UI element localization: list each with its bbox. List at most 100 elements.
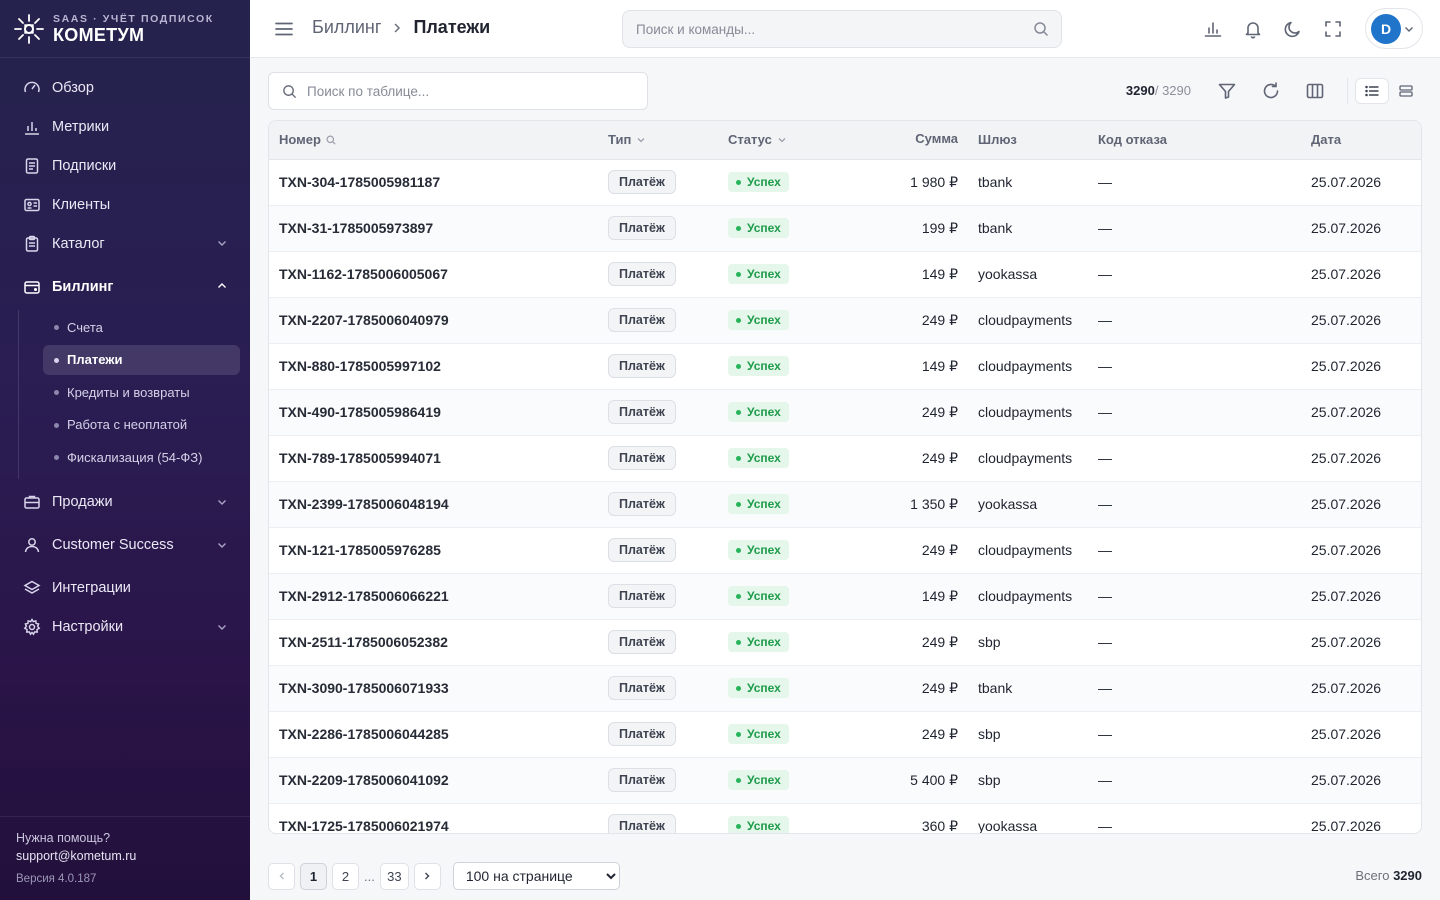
page-button-last[interactable]: 33	[379, 862, 409, 890]
cell-number[interactable]: TXN-2286-1785006044285	[279, 726, 449, 742]
sidebar-item-metrics[interactable]: Метрики	[0, 107, 250, 146]
sidebar-item-label: Метрики	[52, 118, 110, 135]
column-header-gateway[interactable]: Шлюз	[978, 132, 1017, 147]
support-email-link[interactable]: support@kometum.ru	[16, 849, 137, 863]
cell-sum: 1 980 ₽	[910, 174, 958, 190]
sidebar-item-billing[interactable]: Биллинг	[0, 263, 250, 310]
search-icon[interactable]	[1033, 21, 1049, 37]
cell-number[interactable]: TXN-2209-1785006041092	[279, 772, 449, 788]
column-header-status[interactable]: Статус	[728, 132, 787, 147]
status-badge: Успех	[728, 540, 789, 560]
cell-decline-code: —	[1098, 404, 1112, 420]
analytics-icon[interactable]	[1203, 19, 1223, 39]
cell-sum: 149 ₽	[921, 588, 958, 604]
status-badge: Успех	[728, 448, 789, 468]
table-row[interactable]: TXN-2286-1785006044285 Платёж Успех 249 ₽ sb…	[269, 712, 1421, 758]
cell-decline-code: —	[1098, 174, 1112, 190]
sidebar-item-clients[interactable]: Клиенты	[0, 185, 250, 224]
table-row[interactable]: TXN-304-1785005981187 Платёж Успех 1 980 ₽ t…	[269, 160, 1421, 206]
column-header-decline-code[interactable]: Код отказа	[1098, 132, 1167, 147]
sidebar-subitem-payments[interactable]: Платежи	[43, 344, 240, 375]
table-row[interactable]: TXN-2399-1785006048194 Платёж Успех 1 350 ₽…	[269, 482, 1421, 528]
cell-number[interactable]: TXN-121-1785005976285	[279, 542, 441, 558]
gear-icon	[23, 618, 41, 636]
table-row[interactable]: TXN-490-1785005986419 Платёж Успех 249 ₽ clo…	[269, 390, 1421, 436]
table-row[interactable]: TXN-31-1785005973897 Платёж Успех 199 ₽ tban…	[269, 206, 1421, 252]
cell-number[interactable]: TXN-2912-1785006066221	[279, 588, 449, 604]
table-row[interactable]: TXN-2912-1785006066221 Платёж Успех 149 ₽ cl…	[269, 574, 1421, 620]
brand[interactable]: SAAS · УЧЁТ ПОДПИСОК КОМЕТУМ	[0, 0, 250, 58]
cell-number[interactable]: TXN-1162-1785006005067	[279, 266, 448, 282]
table-row[interactable]: TXN-880-1785005997102 Платёж Успех 149 ₽ clo…	[269, 344, 1421, 390]
sidebar-subitem-dunning[interactable]: Работа с неоплатой	[43, 410, 240, 440]
type-badge: Платёж	[608, 400, 676, 424]
type-badge: Платёж	[608, 722, 676, 746]
cell-decline-code: —	[1098, 542, 1112, 558]
row-count-total: / 3290	[1154, 83, 1191, 98]
avatar: D	[1371, 14, 1401, 44]
cell-number[interactable]: TXN-490-1785005986419	[279, 404, 441, 420]
table-row[interactable]: TXN-3090-1785006071933 Платёж Успех 249 ₽ tb…	[269, 666, 1421, 712]
cell-number[interactable]: TXN-304-1785005981187	[279, 174, 441, 190]
table-search-input[interactable]	[307, 73, 647, 109]
user-menu[interactable]: D	[1365, 8, 1423, 49]
status-badge: Успех	[728, 770, 789, 790]
column-header-date[interactable]: Дата	[1311, 132, 1341, 147]
next-page-button[interactable]	[413, 862, 441, 890]
sidebar-item-catalog[interactable]: Каталог	[0, 224, 250, 263]
sidebar-item-subscriptions[interactable]: Подписки	[0, 146, 250, 185]
payments-table: Номер Тип Статус Сумма Шлюз Код отказа Д…	[268, 120, 1422, 834]
cell-number[interactable]: TXN-2207-1785006040979	[279, 312, 449, 328]
bell-icon[interactable]	[1243, 19, 1263, 39]
table-row[interactable]: TXN-2207-1785006040979 Платёж Успех 249 ₽ cl…	[269, 298, 1421, 344]
table-row[interactable]: TXN-1725-1785006021974 Платёж Успех 360 ₽ yo…	[269, 804, 1421, 834]
page-button-2[interactable]: 2	[332, 862, 359, 890]
sidebar-item-settings[interactable]: Настройки	[0, 608, 250, 647]
cell-decline-code: —	[1098, 634, 1112, 650]
column-header-label: Дата	[1311, 132, 1342, 147]
fullscreen-icon[interactable]	[1323, 19, 1343, 39]
table-row[interactable]: TXN-789-1785005994071 Платёж Успех 249 ₽ clo…	[269, 436, 1421, 482]
cell-sum: 360 ₽	[921, 818, 958, 834]
table-row[interactable]: TXN-121-1785005976285 Платёж Успех 249 ₽ clo…	[269, 528, 1421, 574]
cell-number[interactable]: TXN-2511-1785006052382	[279, 634, 448, 650]
sidebar-item-overview[interactable]: Обзор	[0, 68, 250, 107]
cell-number[interactable]: TXN-789-1785005994071	[279, 450, 441, 466]
cell-number[interactable]: TXN-2399-1785006048194	[279, 496, 449, 512]
prev-page-button[interactable]	[268, 862, 295, 890]
sidebar-item-customer-success[interactable]: Customer Success	[0, 522, 250, 569]
moon-icon[interactable]	[1283, 19, 1303, 39]
refresh-icon[interactable]	[1261, 81, 1281, 101]
column-header-type[interactable]: Тип	[608, 132, 646, 147]
table-row[interactable]: TXN-2209-1785006041092 Платёж Успех 5 400 ₽…	[269, 758, 1421, 804]
table-row[interactable]: TXN-1162-1785006005067 Платёж Успех 149 ₽ yo…	[269, 252, 1421, 298]
sidebar-item-sales[interactable]: Продажи	[0, 483, 250, 522]
menu-icon[interactable]	[274, 19, 294, 39]
sidebar-subitem-credits-refunds[interactable]: Кредиты и возвраты	[43, 377, 240, 407]
per-page-select[interactable]: 100 на странице	[452, 862, 620, 890]
column-header-number[interactable]: Номер	[279, 132, 336, 147]
bar-chart-icon	[25, 121, 39, 135]
global-search-input[interactable]	[623, 11, 1023, 47]
filter-icon[interactable]	[1217, 81, 1237, 101]
cell-number[interactable]: TXN-3090-1785006071933	[279, 680, 449, 696]
sidebar-subitem-invoices[interactable]: Счета	[43, 312, 240, 342]
cell-date: 25.07.2026	[1311, 680, 1382, 696]
cell-number[interactable]: TXN-880-1785005997102	[279, 358, 441, 374]
total-value: 3290	[1393, 868, 1422, 883]
compact-view-toggle[interactable]	[1390, 79, 1422, 103]
cell-number[interactable]: TXN-31-1785005973897	[279, 220, 434, 236]
list-view-toggle[interactable]	[1356, 79, 1388, 103]
type-badge: Платёж	[608, 262, 676, 286]
sidebar-item-label: Продажи	[52, 494, 113, 510]
cell-gateway: cloudpayments	[978, 358, 1073, 374]
columns-icon[interactable]	[1305, 81, 1325, 101]
sidebar-item-integrations[interactable]: Интеграции	[0, 569, 250, 608]
list-icon	[1365, 85, 1379, 97]
cell-number[interactable]: TXN-1725-1785006021974	[279, 818, 449, 834]
column-header-sum[interactable]: Сумма	[915, 131, 958, 146]
table-row[interactable]: TXN-2511-1785006052382 Платёж Успех 249 ₽ sb…	[269, 620, 1421, 666]
page-button-1[interactable]: 1	[300, 862, 327, 890]
sidebar-subitem-fiscalization[interactable]: Фискализация (54-ФЗ)	[43, 442, 240, 472]
breadcrumb-parent[interactable]: Биллинг	[312, 17, 382, 37]
